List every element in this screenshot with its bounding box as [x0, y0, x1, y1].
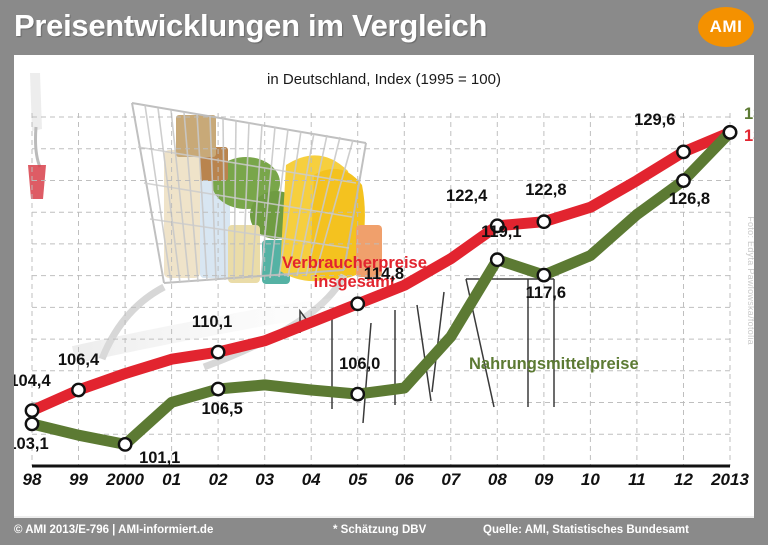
- data-point-marker: [676, 144, 691, 160]
- data-point-marker: [350, 386, 366, 402]
- chart-subtitle: in Deutschland, Index (1995 = 100): [267, 71, 501, 88]
- footer-note: * Schätzung DBV: [333, 524, 427, 536]
- data-point-marker: [536, 267, 552, 283]
- data-point-marker: [117, 436, 133, 452]
- x-axis-tick-label: 03: [255, 470, 275, 489]
- x-axis-tick-label: 07: [441, 470, 461, 489]
- data-point-marker: [210, 381, 226, 397]
- x-axis-tick-label: 04: [301, 470, 321, 489]
- x-axis-tick-label: 12: [673, 470, 693, 489]
- footer-bar: © AMI 2013/E-796 | AMI-informiert.de * S…: [0, 516, 768, 545]
- data-point-label: 126,8: [668, 189, 711, 208]
- data-point-label: 106,4: [57, 351, 100, 370]
- x-axis-tick-label: 10: [580, 470, 600, 489]
- leader-lines: [299, 278, 555, 424]
- series-label-line1: Verbraucherpreise: [282, 254, 427, 272]
- series-label-line2: insgesamt: [313, 273, 396, 291]
- ami-logo-text: AMI: [709, 17, 743, 36]
- x-axis-tick-label: 01: [162, 470, 182, 489]
- data-point-marker: [24, 403, 40, 418]
- x-axis-tick-label: 02: [208, 470, 228, 489]
- line-verbraucherpreise: [26, 126, 736, 417]
- data-point-marker: [210, 344, 226, 360]
- data-point-label: 106,5: [201, 400, 243, 418]
- series-label-nahrungsmittelpreise: Nahrungsmittelpreise: [469, 355, 639, 373]
- data-point-label: 131,5*: [744, 127, 754, 146]
- data-point-label: 122,8: [525, 180, 567, 199]
- data-point-marker: [676, 173, 691, 189]
- ami-logo: AMI: [698, 7, 754, 47]
- data-point-markers: [24, 125, 738, 452]
- x-axis-tick-label: 08: [487, 470, 507, 489]
- data-point-label: 104,4: [14, 371, 51, 390]
- data-point-marker: [536, 214, 552, 230]
- page-title: Preisentwicklungen im Vergleich: [14, 8, 488, 43]
- data-point-label: 117,6: [525, 284, 567, 303]
- x-axis-tick-label: 09: [534, 470, 554, 489]
- header-bar: Preisentwicklungen im Vergleich AMI: [0, 0, 768, 55]
- data-point-marker: [71, 382, 86, 398]
- grid-vertical: [31, 113, 731, 466]
- data-point-label: 101,1: [139, 449, 181, 468]
- data-point-label: 110,1: [191, 313, 233, 332]
- series-label-verbraucherpreise: Verbraucherpreise insgesamt: [282, 254, 427, 292]
- data-point-marker: [489, 218, 505, 234]
- data-point-label: 106,0: [339, 355, 381, 374]
- data-point-marker: [722, 125, 738, 140]
- data-point-marker: [489, 252, 505, 268]
- data-point-marker: [350, 296, 366, 312]
- chart-panel: in Deutschland, Index (1995 = 100): [14, 55, 754, 516]
- x-axis-tick-label: 2013: [711, 470, 749, 489]
- data-point-label: 131,5*: [744, 105, 754, 124]
- data-point-label: 103,1: [14, 434, 49, 453]
- x-axis-tick-label: 99: [69, 470, 88, 489]
- line-nahrungsmittelpreise: [26, 126, 736, 450]
- x-axis-labels: 98 99 2000 01 02 03 04 05 06 07 08 09 10 11 12 2013: [14, 470, 754, 504]
- data-point-label: 129,6: [634, 110, 676, 129]
- data-point-label: 122,4: [446, 186, 488, 205]
- footer-copyright: © AMI 2013/E-796 | AMI-informiert.de: [14, 524, 214, 536]
- x-axis-tick-label: 06: [394, 470, 414, 489]
- data-point-marker: [24, 416, 40, 432]
- footer-source: Quelle: AMI, Statistisches Bundesamt: [483, 524, 689, 536]
- chart-canvas: [24, 113, 738, 468]
- x-axis-tick-label: 2000: [106, 470, 144, 489]
- data-point-label: 119,1: [481, 222, 522, 241]
- x-axis-tick-label: 98: [22, 470, 42, 489]
- x-axis-tick-label: 11: [628, 470, 646, 489]
- data-point-label: 114,8: [363, 264, 405, 283]
- x-axis-tick-label: 05: [348, 470, 368, 489]
- footer-divider: [14, 516, 754, 518]
- photo-credit: Foto: Edyta Pawlowska/fotolia: [746, 216, 754, 345]
